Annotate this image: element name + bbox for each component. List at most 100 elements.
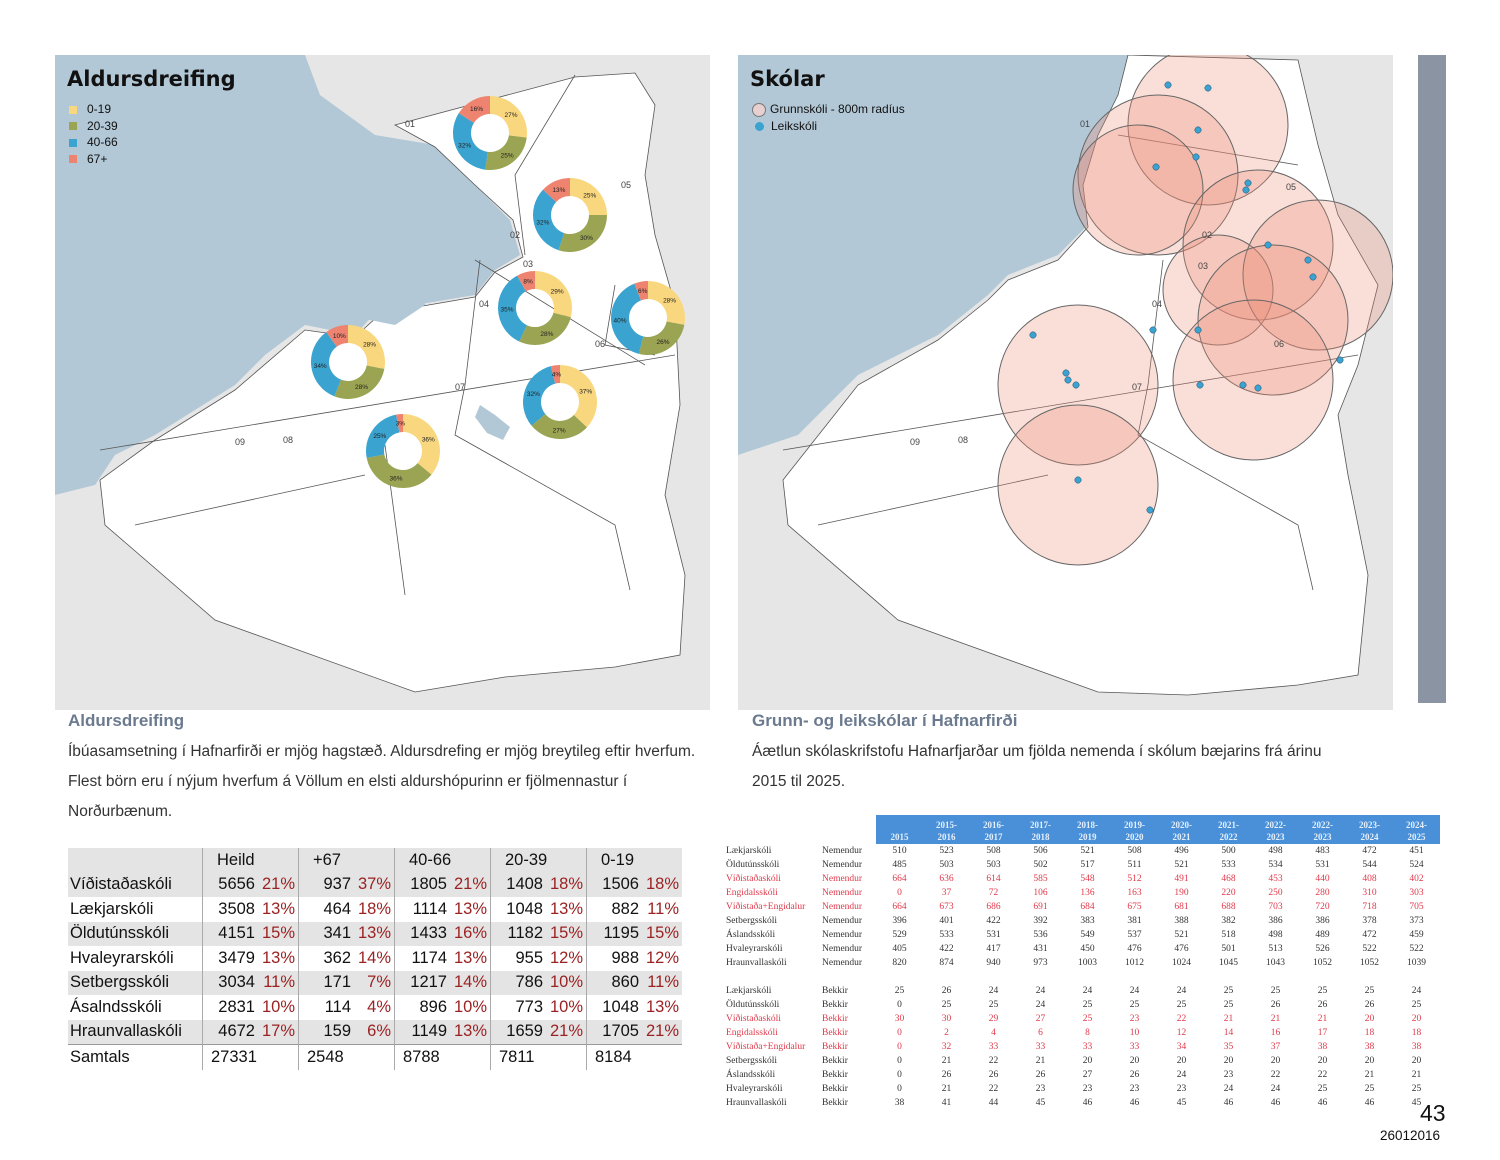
donut-label: 27% <box>553 427 566 434</box>
value-cell: 585 <box>1033 874 1048 884</box>
value-cell: 512 <box>1127 874 1142 884</box>
value-cell: 510 <box>892 846 907 856</box>
value-cell: 506 <box>1033 846 1048 856</box>
row-type: Nemendur <box>822 888 863 898</box>
total-label: Samtals <box>68 1044 203 1070</box>
percent-cell: 18% <box>641 872 682 897</box>
row-type: Nemendur <box>822 958 863 968</box>
count-cell: 773 <box>490 995 545 1020</box>
district-label: 02 <box>510 230 520 240</box>
count-cell: 1182 <box>490 921 545 946</box>
value-cell: 46 <box>1129 1098 1140 1108</box>
kindergarten-dot <box>1204 84 1212 92</box>
donut-charts: 27% 25% 32% 16% 25% 30% 32% 13% 29% 28% 35% 8% 28% 26… <box>311 96 685 488</box>
school-name: Lækjarskóli <box>726 846 772 856</box>
value-cell: 32 <box>941 1042 952 1052</box>
value-cell: 472 <box>1362 846 1377 856</box>
count-cell: 882 <box>586 897 641 922</box>
table-row: Hvaleyrarskóli 3479 13% 362 14% 1174 13% 955 12%… <box>68 946 682 971</box>
row-type: Bekkir <box>822 1014 848 1024</box>
table-row: Hraunvallaskóli 4672 17% 159 6% 1149 13% 1659 21… <box>68 1019 682 1045</box>
value-cell: 422 <box>939 944 954 954</box>
value-cell: 23 <box>1082 1084 1093 1094</box>
table-row: Víðistaðaskóli 5656 21% 937 37% 1805 21% 1408 18… <box>68 872 682 897</box>
spacer-row <box>726 970 1440 984</box>
value-cell: 417 <box>986 944 1001 954</box>
count-cell: 1705 <box>586 1019 641 1045</box>
legend-item: 20-39 <box>69 118 118 135</box>
donut-slice <box>648 281 685 325</box>
value-cell: 18 <box>1364 1028 1375 1038</box>
percent-cell: 13% <box>549 899 583 918</box>
value-cell: 1003 <box>1078 958 1097 968</box>
row-type: Nemendur <box>822 860 863 870</box>
value-cell: 20 <box>1082 1056 1093 1066</box>
right-paragraph: Áætlun skólaskrifstofu Hafnarfjarðar um … <box>752 743 1322 790</box>
donut-chart: 37% 27% 32% 4% <box>523 365 598 439</box>
value-cell: 522 <box>1409 944 1424 954</box>
donut-slice <box>366 414 400 458</box>
school-name: Hraunvallaskóli <box>726 958 787 968</box>
legend-item: 0-19 <box>69 101 118 118</box>
district-label: 07 <box>455 382 465 392</box>
value-cell: 691 <box>1033 902 1048 912</box>
value-cell: 22 <box>1270 1070 1281 1080</box>
kindergarten-dot <box>1304 256 1312 264</box>
donut-slice <box>543 178 570 202</box>
age-distribution-map: 27% 25% 32% 16% 25% 30% 32% 13% 29% 28% 35% 8% 28% 26… <box>55 55 710 710</box>
kindergarten-dot <box>1072 381 1080 389</box>
row-type: Nemendur <box>822 846 863 856</box>
value-cell: 20 <box>1364 1014 1375 1024</box>
percent-cell: 15% <box>641 921 682 946</box>
value-cell: 501 <box>1221 944 1236 954</box>
kindergarten-dot <box>1064 376 1072 384</box>
percent-cell: 7% <box>353 970 395 995</box>
sea-inlet <box>315 255 425 325</box>
donut-label: 29% <box>551 288 564 295</box>
value-cell: 0 <box>897 1042 902 1052</box>
donut-label: 30% <box>580 235 593 242</box>
year-header: 2015 <box>876 815 923 844</box>
value-cell: 524 <box>1409 860 1424 870</box>
percent-cell: 18% <box>545 872 587 897</box>
table-row: Lækjarskóli 3508 13% 464 18% 1114 13% 1048 13% 88… <box>68 897 682 922</box>
percent-cell: 13% <box>645 997 679 1016</box>
value-cell: 526 <box>1315 944 1330 954</box>
donut-chart: 28% 28% 34% 10% <box>311 325 385 399</box>
value-cell: 440 <box>1315 874 1330 884</box>
year-header: 2021- 2022 <box>1205 815 1252 844</box>
value-cell: 25 <box>1317 986 1328 996</box>
value-cell: 37 <box>1270 1042 1281 1052</box>
table-row: Víðistaðaskóli Nemendur 664 636 614 585 548 512… <box>726 872 1440 886</box>
value-cell: 106 <box>1033 888 1048 898</box>
value-cell: 33 <box>1035 1042 1046 1052</box>
school-radius-circles <box>997 55 1393 566</box>
count-cell: 1048 <box>586 995 641 1020</box>
donut-slice <box>634 281 648 301</box>
value-cell: 476 <box>1174 944 1189 954</box>
value-cell: 46 <box>1270 1098 1281 1108</box>
row-type: Bekkir <box>822 1084 848 1094</box>
table-row: Lækjarskóli Bekkir 25 26 24 24 24 24 24 25 25 25 25 2… <box>726 984 1440 998</box>
value-cell: 20 <box>1411 1056 1422 1066</box>
value-cell: 408 <box>1362 874 1377 884</box>
donut-slice <box>533 189 565 251</box>
kindergarten-dot <box>1062 369 1070 377</box>
value-cell: 459 <box>1409 930 1424 940</box>
value-cell: 0 <box>897 1000 902 1010</box>
table-row: Setbergsskóli Bekkir 0 21 22 21 20 20 20 20 20 20 20… <box>726 1054 1440 1068</box>
value-cell: 163 <box>1127 888 1142 898</box>
table-row: Öldutúnsskóli 4151 15% 341 13% 1433 16% 1182 15%… <box>68 921 682 946</box>
value-cell: 29 <box>988 1014 999 1024</box>
percent-cell: 11% <box>647 899 679 918</box>
value-cell: 0 <box>897 1070 902 1080</box>
value-cell: 396 <box>892 916 907 926</box>
value-cell: 22 <box>988 1056 999 1066</box>
value-cell: 388 <box>1174 916 1189 926</box>
value-cell: 373 <box>1409 916 1424 926</box>
value-cell: 502 <box>1033 860 1048 870</box>
value-cell: 544 <box>1362 860 1377 870</box>
count-cell: 362 <box>298 946 353 971</box>
year-header: 2019- 2020 <box>1111 815 1158 844</box>
school-radius-circle <box>1172 299 1334 461</box>
